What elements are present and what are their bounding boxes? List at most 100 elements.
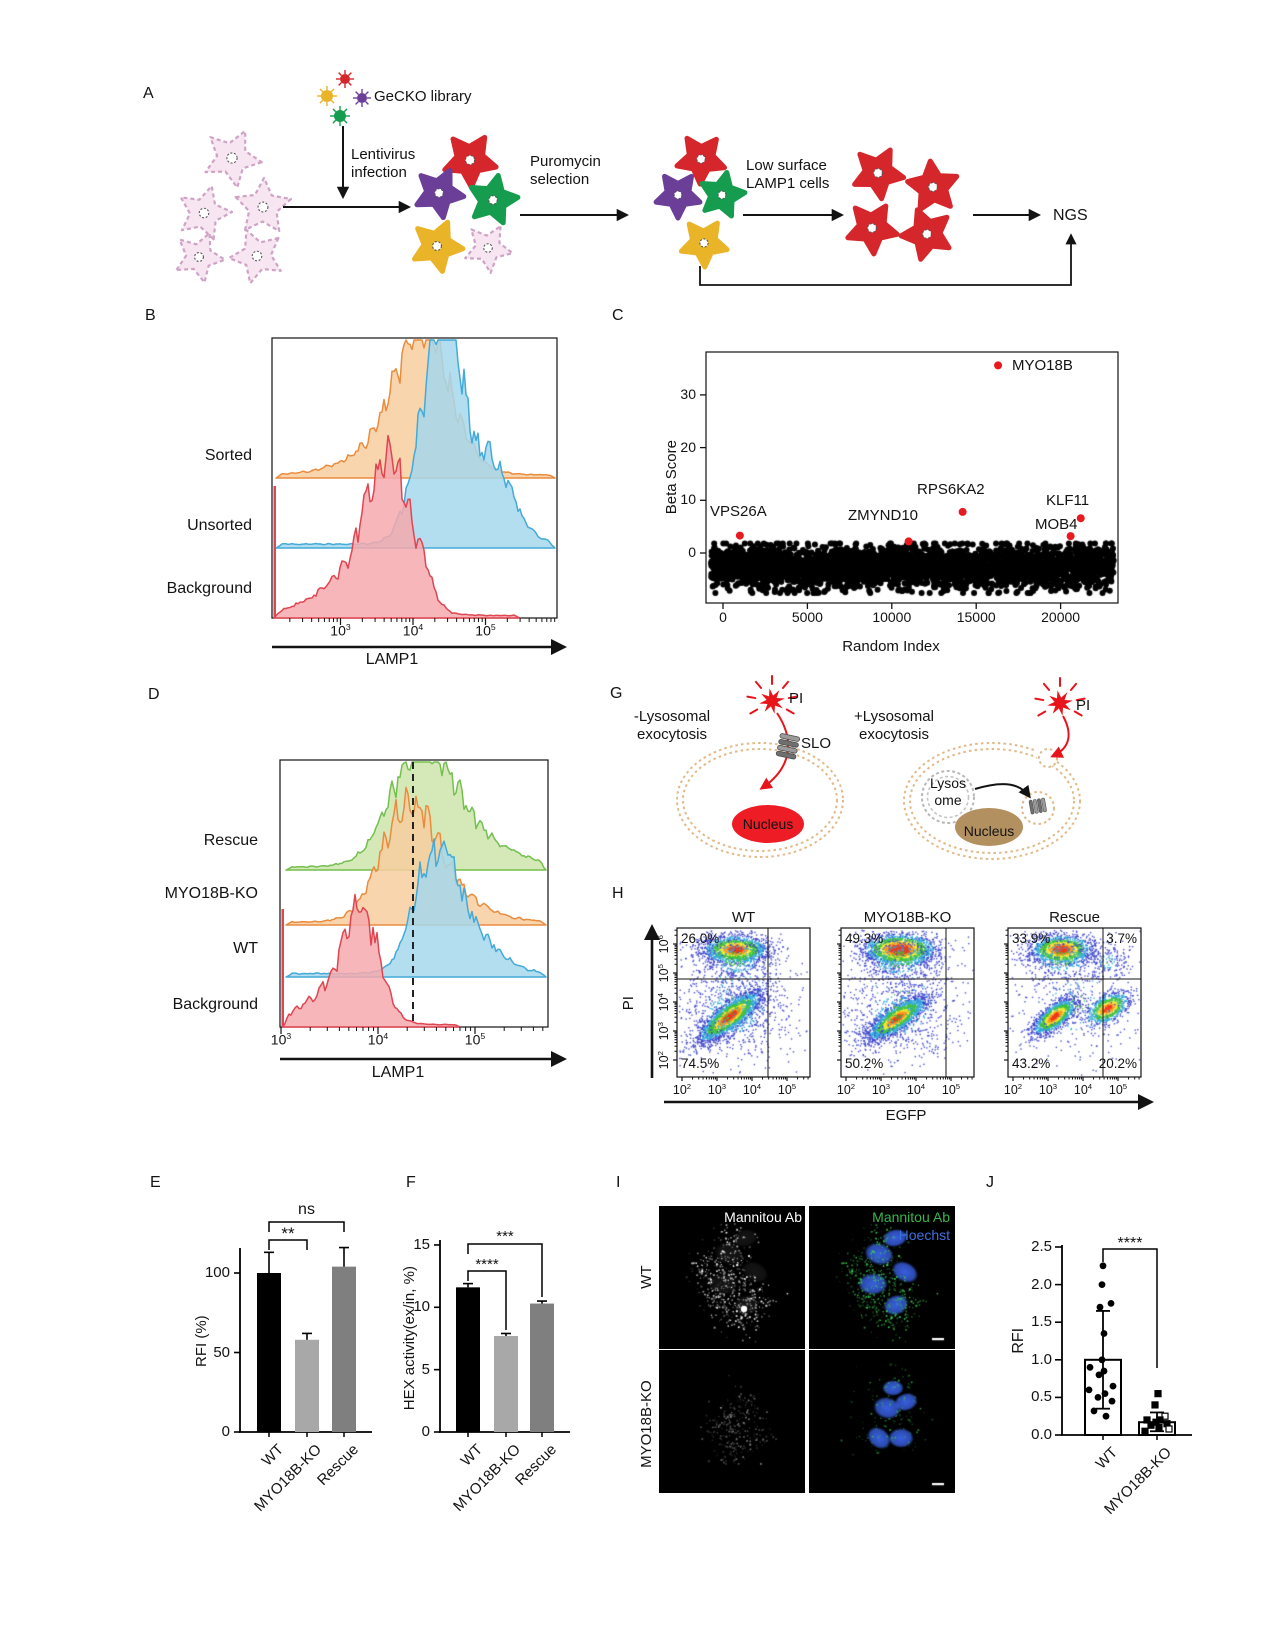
gene-label-mob4: MOB4 (1035, 516, 1078, 533)
panel-label-c: C (612, 307, 624, 324)
endocytic-vesicle (1021, 791, 1055, 825)
cell-nucleus-icon (699, 238, 709, 248)
f-ytick: 0 (421, 1423, 430, 1440)
i-row-label-wt: WT (637, 1265, 655, 1289)
j-point-wt (1094, 1394, 1102, 1401)
j-sig-label: **** (1117, 1235, 1143, 1252)
c-ytick: 30 (680, 385, 696, 402)
panel-label-b: B (145, 307, 156, 324)
slo-pore-icon (775, 733, 801, 760)
puromycin-selection-label: Puromycin selection (530, 153, 601, 189)
f-ytick: 5 (421, 1360, 430, 1378)
cell-nucleus-icon (483, 243, 493, 253)
e-bar-wt (257, 1273, 281, 1432)
j-ytick: 1.5 (1031, 1313, 1052, 1331)
e-ytick: 100 (204, 1264, 230, 1281)
virus-icon (334, 110, 346, 122)
cell-nucleus-icon (251, 250, 263, 262)
f-bar-rescue (530, 1303, 554, 1432)
j-point-ko (1154, 1390, 1162, 1398)
j-ytick: 1.0 (1031, 1350, 1052, 1368)
h-xtick-10e2: 102 (836, 1082, 856, 1098)
ngs-feedback-arrow (699, 233, 1077, 286)
gene-dot-myo18b (994, 361, 1003, 370)
hist-row-label-sorted: Sorted (204, 447, 252, 464)
flow-plot-canvas-rescue (1008, 928, 1141, 1077)
f-bar-myo18b-ko (494, 1335, 518, 1432)
hist-row-label-background: Background (166, 580, 252, 597)
pi-star-left (759, 688, 785, 714)
j-point-wt (1109, 1382, 1117, 1390)
cell-nucleus-icon (673, 190, 683, 200)
nucleus-red-shape (732, 805, 804, 843)
f-yaxis-label: HEX activity(ex/in, %) (400, 1266, 418, 1411)
j-point-wt (1085, 1386, 1093, 1394)
h-quadrant-pct-top-left: 49.3% (845, 931, 884, 946)
mannitou-ab-label-green: Mannitou Ab (872, 1209, 950, 1225)
gene-label-myo18b: MYO18B (1012, 357, 1073, 374)
cell-nucleus-icon (873, 168, 883, 178)
h-xtick-10e4: 104 (742, 1082, 762, 1098)
d-xaxis-label: LAMP1 (371, 1064, 425, 1081)
f-sig-label: **** (475, 1256, 499, 1273)
h-plot-title-myo18b-ko: MYO18B-KO (863, 909, 952, 926)
cell-nucleus-icon (488, 195, 498, 205)
lysosome-label: Lysos ome (929, 775, 967, 809)
nucleus-label-left: Nucleus (742, 816, 794, 832)
h-plot-title-wt: WT (731, 909, 756, 926)
e-sig-label: ** (281, 1224, 295, 1243)
plus-lysosomal-exocytosis-label: +Lysosomal exocytosis (854, 708, 934, 744)
h-xtick-10e3: 103 (871, 1082, 891, 1098)
f-ytick: 10 (413, 1298, 430, 1316)
pi-label-right: PI (1076, 697, 1091, 714)
cell-nucleus-icon (922, 229, 932, 239)
c-ytick: 10 (680, 491, 696, 508)
cell-nucleus-icon (226, 152, 238, 164)
minus-lysosomal-exocytosis-label: -Lysosomal exocytosis (633, 708, 711, 744)
cell-nucleus-icon (867, 223, 877, 233)
micro-image-ko-gray (659, 1350, 805, 1493)
gene-label-klf11: KLF11 (1046, 492, 1090, 509)
cell-membrane-left (676, 742, 844, 858)
b-xtick-10e3: 103 (330, 622, 351, 639)
slo-label: SLO (801, 735, 832, 752)
slo-pore-in-vesicle-icon (1028, 797, 1047, 815)
hist-row-label-rescue: Rescue (203, 832, 258, 849)
virus-icon (340, 74, 350, 84)
cell-nucleus-icon (717, 190, 727, 200)
c-xtick: 10000 (872, 609, 912, 625)
cell-nucleus-icon (464, 154, 476, 166)
hist-unsorted (275, 339, 556, 549)
hist-row-label-unsorted: Unsorted (187, 517, 252, 534)
h-ytick-10e2: 102 (655, 1051, 671, 1070)
h-quadrant-pct-bottom-left: 43.2% (1012, 1056, 1051, 1071)
mannitou-ab-label-gray: Mannitou Ab (724, 1209, 802, 1225)
hist-background-d (282, 893, 461, 1028)
f-bar-wt (456, 1287, 480, 1432)
h-quadrant-pct-top-left: 26.0% (681, 931, 720, 946)
panel-label-g: G (610, 685, 623, 702)
j-point-ko (1151, 1401, 1159, 1409)
hoechst-label-blue: Hoechst (898, 1227, 950, 1243)
j-ytick: 0.5 (1031, 1388, 1052, 1406)
gene-dot-zmynd10 (904, 537, 913, 546)
j-point-wt (1090, 1407, 1098, 1415)
j-point-wt (1099, 1262, 1107, 1270)
h-quadrant-pct-top-left: 33.9% (1012, 931, 1051, 946)
cell-membrane-right (903, 742, 1081, 860)
j-point-ko (1143, 1416, 1151, 1424)
j-point-ko (1155, 1423, 1163, 1432)
j-point-wt (1096, 1303, 1104, 1311)
pi-label-left: PI (789, 690, 804, 707)
hist-row-label-myo18b-ko: MYO18B-KO (164, 885, 258, 902)
h-yaxis-label: PI (619, 996, 637, 1011)
pi-entry-arrow-right (1050, 715, 1070, 758)
j-ytick: 2.5 (1031, 1238, 1052, 1255)
j-point-ko (1147, 1421, 1155, 1429)
gene-label-vps26a: VPS26A (710, 503, 767, 520)
h-xtick-10e2: 102 (1003, 1082, 1023, 1098)
hist-row-label-wt: WT (233, 940, 258, 957)
flow-plot-canvas-myo18b-ko (841, 928, 974, 1077)
hist-sorted (275, 339, 556, 479)
